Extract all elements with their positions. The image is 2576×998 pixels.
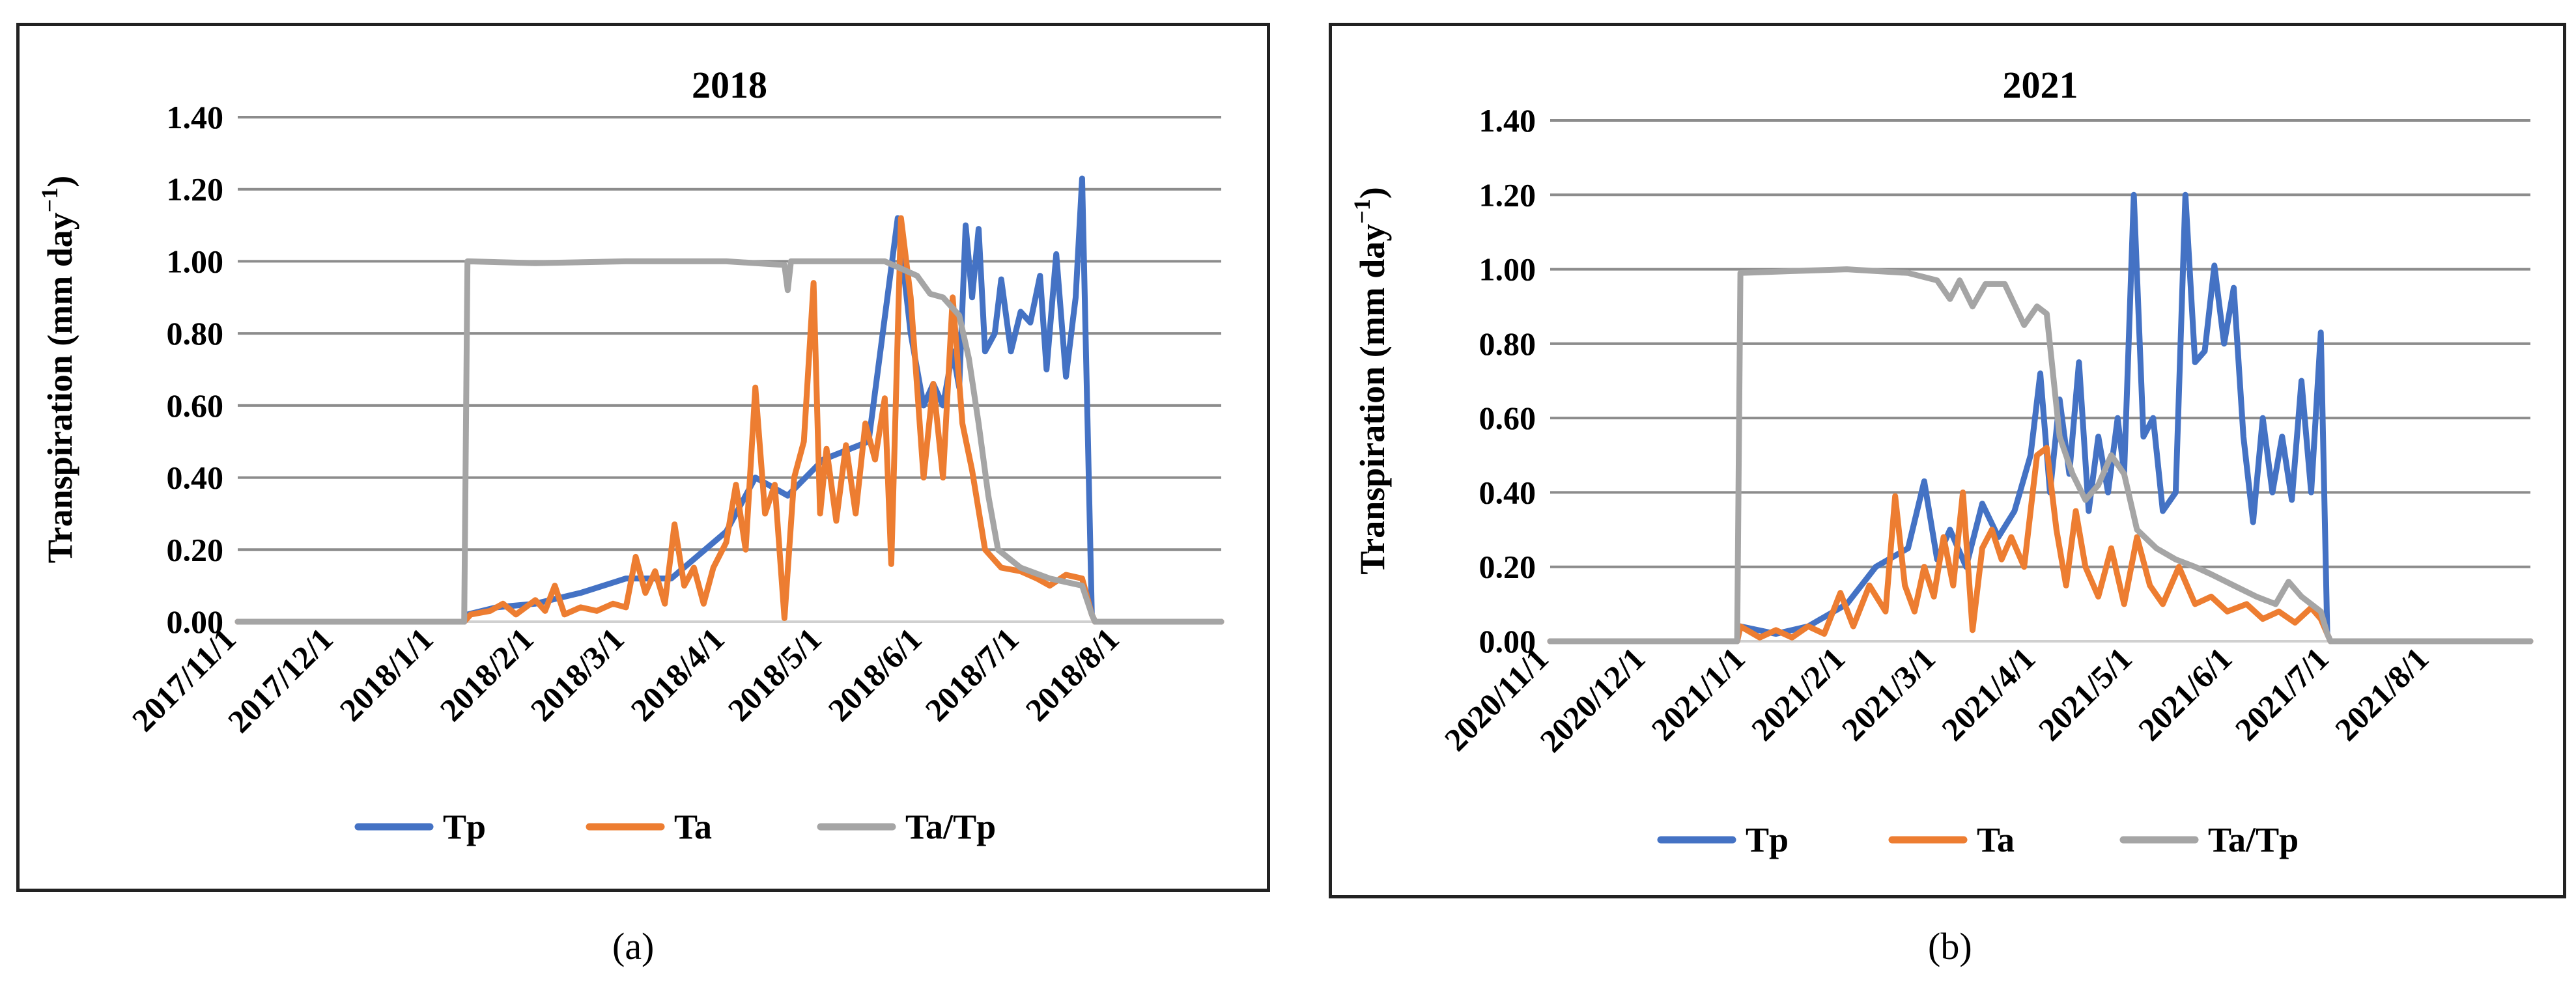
chart-2018-svg: 2018 0.00 0.20 0.40 0.60 0.80 1.00 1.20 1.40 2017… [36, 64, 1224, 846]
y-axis-label-sup: −1 [36, 187, 63, 213]
chart-title: 2018 [692, 64, 767, 106]
y-tick-label: 0.80 [1479, 326, 1536, 362]
series-line-ta-tp [1547, 266, 2534, 645]
chart-panel-2018: 2018 0.00 0.20 0.40 0.60 0.80 1.00 1.20 1.40 2017… [16, 23, 1270, 892]
y-tick-label: 0.60 [167, 387, 224, 424]
y-tick-label: 0.20 [1479, 549, 1536, 585]
legend-label: Ta/Tp [2208, 820, 2299, 859]
chart-title: 2021 [2003, 64, 2078, 106]
legend-label: Ta [1977, 820, 2015, 859]
y-tick-label: 0.60 [1479, 400, 1536, 436]
y-tick-label: 0.40 [1479, 474, 1536, 510]
y-tick-label: 0.80 [167, 315, 224, 352]
x-tick-label: 2018/3/1 [524, 620, 631, 728]
y-axis-label: Transpiration (mm day−1) [36, 176, 79, 564]
x-tick-label: 2018/5/1 [721, 620, 828, 728]
y-tick-label: 1.00 [1479, 251, 1536, 288]
x-tick-label: 2018/1/1 [332, 620, 440, 728]
y-axis-label-text: Transpiration (mm day [1353, 224, 1392, 575]
series-line-ta-tp [234, 258, 1224, 625]
x-tick-label: 2020/12/1 [1533, 640, 1652, 759]
series-line-tp [234, 175, 1224, 625]
y-tick-label: 0.20 [167, 531, 224, 568]
x-tick-label: 2021/3/1 [1835, 640, 1942, 747]
x-tick-label: 2021/8/1 [2328, 640, 2435, 747]
y-axis-label-close: ) [40, 176, 79, 187]
y-tick-label: 1.00 [167, 243, 224, 279]
series-line-ta [1547, 445, 2534, 645]
legend-label: Tp [1746, 820, 1789, 859]
y-tick-label: 1.20 [1479, 176, 1536, 213]
x-tick-label: 2018/6/1 [821, 620, 928, 728]
x-tick-label: 2021/5/1 [2031, 640, 2139, 747]
legend-label: Tp [443, 807, 486, 846]
y-tick-label: 0.00 [1479, 623, 1536, 659]
x-tick-label: 2018/8/1 [1018, 620, 1125, 728]
legend-label: Ta [674, 807, 712, 846]
series-line-ta [234, 215, 1224, 625]
chart-2021-svg: 2021 0.00 0.20 0.40 0.60 0.80 1.00 1.20 1.40 2020… [1349, 64, 2534, 859]
y-axis-label-text: Transpiration (mm day [40, 212, 79, 563]
x-tick-label: 2018/2/1 [432, 620, 540, 728]
caption-b: (b) [1928, 925, 1972, 967]
x-tick-label: 2021/4/1 [1934, 640, 2042, 747]
y-tick-label: 0.40 [167, 460, 224, 496]
x-tick-label: 2021/6/1 [2131, 640, 2239, 747]
chart-panel-2021: 2021 0.00 0.20 0.40 0.60 0.80 1.00 1.20 1.40 2020… [1329, 23, 2566, 898]
y-tick-label: 1.40 [1479, 102, 1536, 139]
y-axis-label: Transpiration (mm day−1) [1349, 187, 1392, 575]
y-axis-label-sup: −1 [1349, 199, 1375, 224]
y-tick-label: 1.20 [167, 171, 224, 208]
legend-label: Ta/Tp [905, 807, 996, 846]
x-tick-label: 2021/2/1 [1744, 640, 1852, 747]
caption-a: (a) [612, 925, 655, 967]
x-tick-label: 2018/4/1 [623, 620, 731, 728]
y-tick-label: 1.40 [167, 99, 224, 135]
y-axis-label-close: ) [1353, 187, 1392, 199]
x-tick-label: 2018/7/1 [918, 620, 1025, 728]
x-tick-label: 2017/12/1 [221, 620, 340, 740]
x-tick-label: 2021/7/1 [2228, 640, 2336, 747]
x-tick-label: 2021/1/1 [1644, 640, 1751, 747]
y-tick-label: 0.00 [167, 603, 224, 640]
series-line-tp [1547, 191, 2534, 645]
